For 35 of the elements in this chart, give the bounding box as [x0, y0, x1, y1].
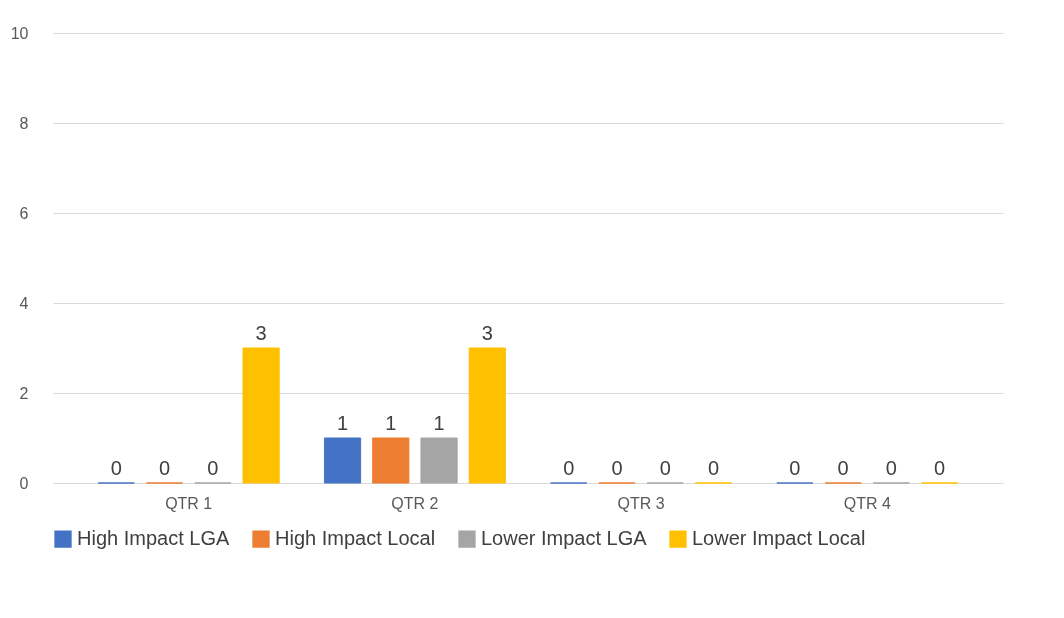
data-label: 0	[563, 457, 575, 479]
data-label: 0	[110, 457, 122, 479]
x-tick-label: QTR 3	[617, 494, 665, 512]
x-tick-label: QTR 2	[391, 494, 439, 512]
legend-label: High Impact Local	[275, 527, 436, 550]
y-tick-label: 10	[10, 24, 29, 42]
y-tick-label: 6	[19, 204, 29, 222]
data-label: 1	[385, 412, 397, 434]
y-tick-label: 0	[19, 474, 29, 492]
bar	[323, 437, 362, 484]
bar	[420, 437, 458, 484]
data-label: 0	[837, 457, 849, 479]
x-tick-label: QTR 4	[843, 494, 891, 512]
data-label: 0	[789, 457, 801, 479]
x-tick-label: QTR 1	[165, 494, 213, 512]
y-tick-label: 2	[19, 384, 29, 402]
y-tick-label: 4	[19, 294, 29, 312]
data-label: 0	[934, 457, 946, 479]
data-label: 0	[885, 457, 897, 479]
data-label: 0	[707, 457, 720, 479]
data-label: 1	[433, 412, 445, 434]
legend-label: High Impact LGA	[77, 527, 230, 550]
data-label: 3	[255, 322, 267, 344]
data-label: 0	[207, 457, 219, 479]
legend-label: Lower Impact Local	[692, 527, 866, 550]
legend-label: Lower Impact LGA	[481, 527, 648, 550]
bar	[468, 347, 506, 484]
data-label: 0	[659, 457, 671, 479]
bar	[242, 347, 280, 484]
y-tick-label: 8	[19, 114, 29, 132]
data-label: 0	[611, 457, 623, 479]
bar	[372, 437, 410, 484]
data-label: 1	[336, 412, 349, 434]
data-label: 0	[159, 457, 171, 479]
data-label: 3	[481, 322, 493, 344]
